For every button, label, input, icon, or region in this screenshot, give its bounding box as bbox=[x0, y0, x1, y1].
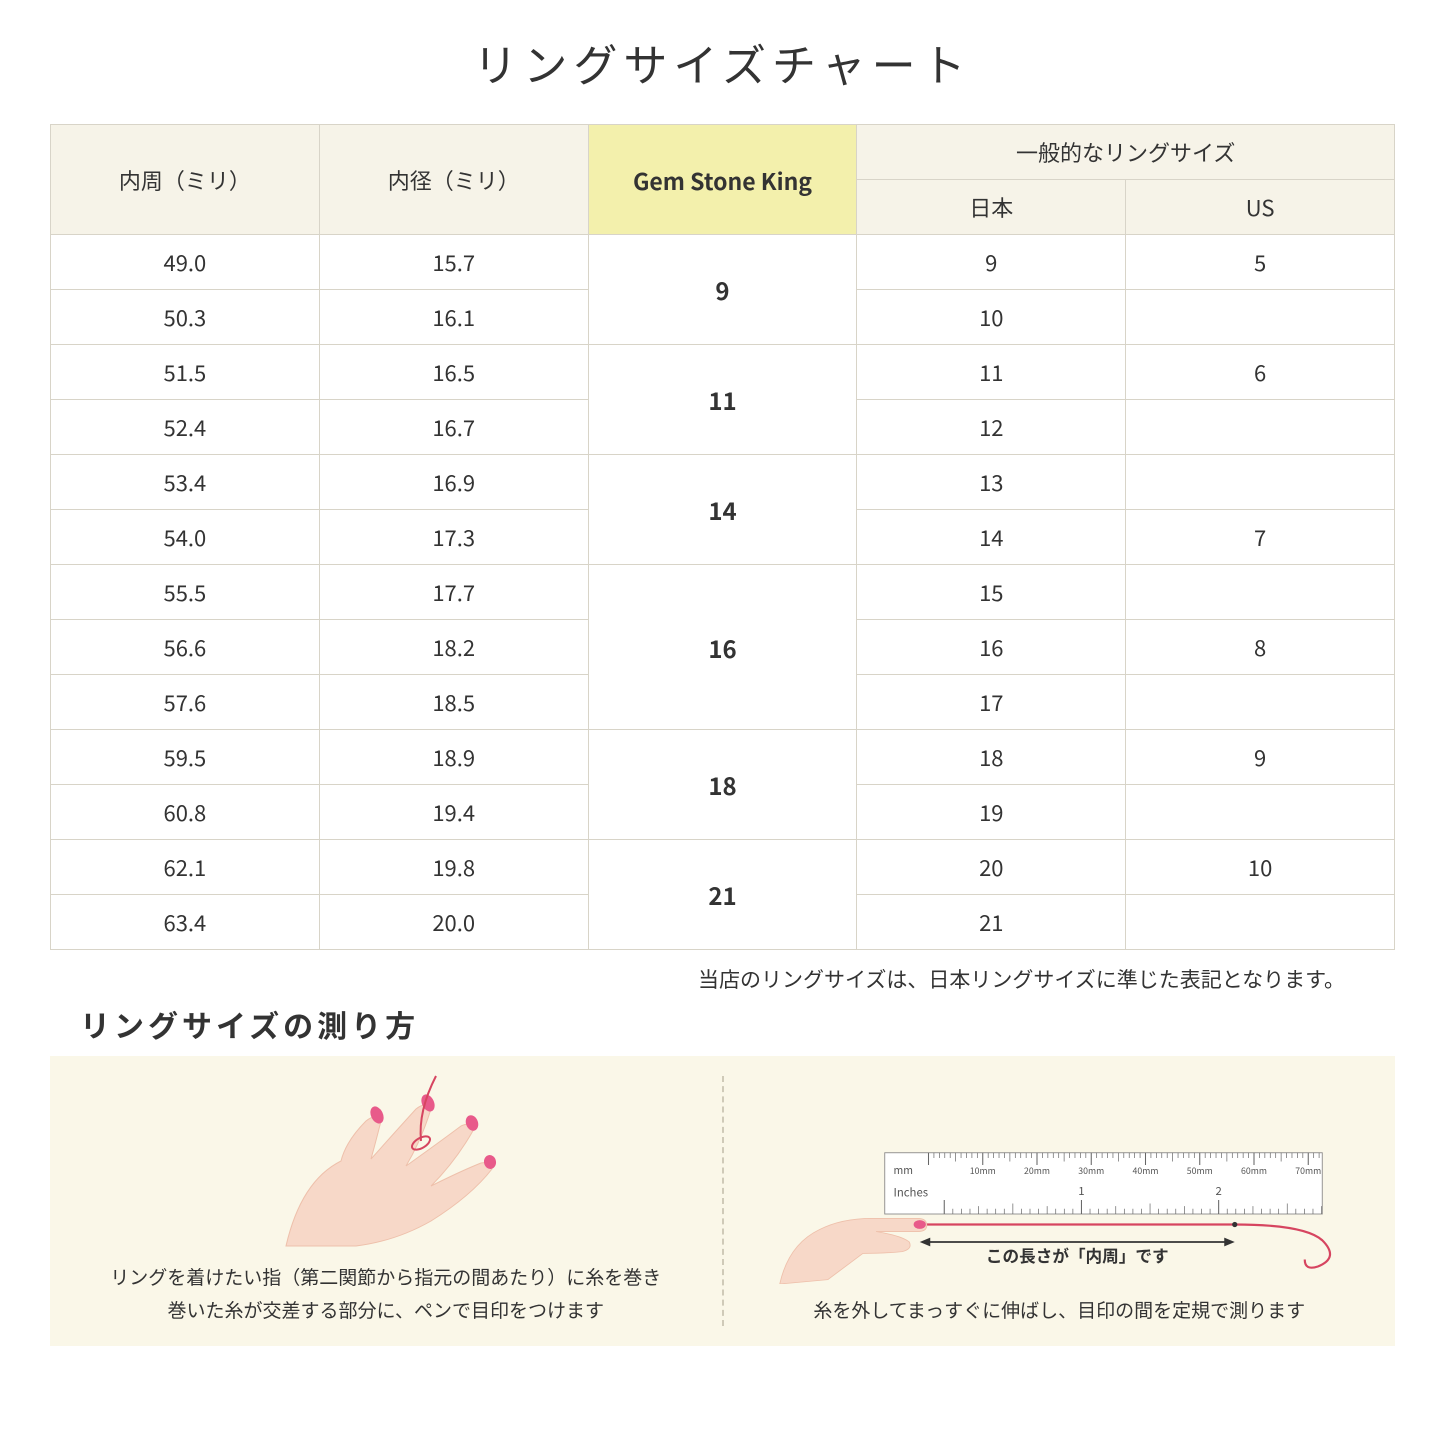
svg-text:Inches: Inches bbox=[893, 1184, 928, 1200]
cell-dia: 17.7 bbox=[319, 565, 588, 620]
chart-note: 当店のリングサイズは、日本リングサイズに準じた表記となります。 bbox=[50, 964, 1345, 994]
svg-text:10mm: 10mm bbox=[969, 1163, 995, 1176]
cell-circ: 57.6 bbox=[51, 675, 320, 730]
howto-right-caption: 糸を外してまっすぐに伸ばし、目印の間を定規で測ります bbox=[754, 1294, 1366, 1326]
howto-right-panel: mm Inches 10mm 20mm 30mm 40mm 50mm 60mm 70mm 1… bbox=[724, 1056, 1396, 1346]
table-row: 55.517.71615 bbox=[51, 565, 1395, 620]
table-row: 51.516.511116 bbox=[51, 345, 1395, 400]
cell-jp: 19 bbox=[857, 785, 1126, 840]
cell-us: 8 bbox=[1126, 620, 1395, 675]
cell-circ: 56.6 bbox=[51, 620, 320, 675]
cell-jp: 14 bbox=[857, 510, 1126, 565]
cell-us bbox=[1126, 290, 1395, 345]
cell-dia: 15.7 bbox=[319, 235, 588, 290]
svg-text:この長さが「内周」です: この長さが「内周」です bbox=[985, 1243, 1168, 1267]
cell-us: 10 bbox=[1126, 840, 1395, 895]
cell-circ: 49.0 bbox=[51, 235, 320, 290]
cell-dia: 18.9 bbox=[319, 730, 588, 785]
cell-us: 5 bbox=[1126, 235, 1395, 290]
th-japan: 日本 bbox=[857, 180, 1126, 235]
cell-circ: 52.4 bbox=[51, 400, 320, 455]
cell-circ: 63.4 bbox=[51, 895, 320, 950]
cell-us bbox=[1126, 675, 1395, 730]
cell-circ: 55.5 bbox=[51, 565, 320, 620]
cell-dia: 16.1 bbox=[319, 290, 588, 345]
size-chart-table: 内周（ミリ） 内径（ミリ） Gem Stone King 一般的なリングサイズ … bbox=[50, 124, 1395, 950]
svg-text:mm: mm bbox=[893, 1162, 912, 1177]
svg-text:20mm: 20mm bbox=[1024, 1163, 1050, 1176]
table-row: 53.416.91413 bbox=[51, 455, 1395, 510]
svg-text:60mm: 60mm bbox=[1241, 1163, 1267, 1176]
cell-circ: 50.3 bbox=[51, 290, 320, 345]
cell-gem: 14 bbox=[588, 455, 857, 565]
howto-title: リングサイズの測り方 bbox=[80, 1002, 1395, 1046]
howto-left-caption: リングを着けたい指（第二関節から指元の間あたり）に糸を巻き巻いた糸が交差する部分… bbox=[80, 1261, 692, 1326]
table-row: 49.015.7995 bbox=[51, 235, 1395, 290]
hand-with-thread-icon bbox=[246, 1071, 526, 1251]
cell-us bbox=[1126, 565, 1395, 620]
th-gem: Gem Stone King bbox=[588, 125, 857, 235]
cell-gem: 9 bbox=[588, 235, 857, 345]
ruler-with-hand-icon: mm Inches 10mm 20mm 30mm 40mm 50mm 60mm 70mm 1… bbox=[754, 1144, 1366, 1284]
cell-jp: 20 bbox=[857, 840, 1126, 895]
cell-jp: 16 bbox=[857, 620, 1126, 675]
svg-text:1: 1 bbox=[1078, 1182, 1084, 1198]
table-row: 59.518.918189 bbox=[51, 730, 1395, 785]
cell-dia: 20.0 bbox=[319, 895, 588, 950]
cell-dia: 16.9 bbox=[319, 455, 588, 510]
cell-circ: 54.0 bbox=[51, 510, 320, 565]
cell-dia: 16.5 bbox=[319, 345, 588, 400]
cell-us bbox=[1126, 455, 1395, 510]
cell-dia: 17.3 bbox=[319, 510, 588, 565]
svg-text:40mm: 40mm bbox=[1132, 1163, 1158, 1176]
cell-us: 9 bbox=[1126, 730, 1395, 785]
cell-dia: 19.8 bbox=[319, 840, 588, 895]
cell-jp: 9 bbox=[857, 235, 1126, 290]
cell-jp: 17 bbox=[857, 675, 1126, 730]
svg-text:30mm: 30mm bbox=[1078, 1163, 1104, 1176]
cell-jp: 21 bbox=[857, 895, 1126, 950]
cell-dia: 16.7 bbox=[319, 400, 588, 455]
svg-text:70mm: 70mm bbox=[1295, 1163, 1321, 1176]
howto-left-panel: リングを着けたい指（第二関節から指元の間あたり）に糸を巻き巻いた糸が交差する部分… bbox=[50, 1056, 722, 1346]
cell-jp: 18 bbox=[857, 730, 1126, 785]
cell-circ: 53.4 bbox=[51, 455, 320, 510]
cell-gem: 18 bbox=[588, 730, 857, 840]
cell-circ: 62.1 bbox=[51, 840, 320, 895]
cell-gem: 11 bbox=[588, 345, 857, 455]
th-circumference: 内周（ミリ） bbox=[51, 125, 320, 235]
th-us: US bbox=[1126, 180, 1395, 235]
cell-circ: 59.5 bbox=[51, 730, 320, 785]
cell-dia: 19.4 bbox=[319, 785, 588, 840]
page-title: リングサイズチャート bbox=[50, 30, 1395, 94]
cell-dia: 18.5 bbox=[319, 675, 588, 730]
cell-us: 7 bbox=[1126, 510, 1395, 565]
cell-jp: 11 bbox=[857, 345, 1126, 400]
th-common-group: 一般的なリングサイズ bbox=[857, 125, 1395, 180]
cell-jp: 15 bbox=[857, 565, 1126, 620]
cell-dia: 18.2 bbox=[319, 620, 588, 675]
cell-us bbox=[1126, 785, 1395, 840]
cell-jp: 13 bbox=[857, 455, 1126, 510]
cell-jp: 10 bbox=[857, 290, 1126, 345]
cell-jp: 12 bbox=[857, 400, 1126, 455]
cell-circ: 60.8 bbox=[51, 785, 320, 840]
svg-text:50mm: 50mm bbox=[1186, 1163, 1212, 1176]
cell-circ: 51.5 bbox=[51, 345, 320, 400]
cell-gem: 16 bbox=[588, 565, 857, 730]
th-diameter: 内径（ミリ） bbox=[319, 125, 588, 235]
svg-text:2: 2 bbox=[1215, 1182, 1221, 1198]
cell-gem: 21 bbox=[588, 840, 857, 950]
cell-us bbox=[1126, 400, 1395, 455]
cell-us bbox=[1126, 895, 1395, 950]
cell-us: 6 bbox=[1126, 345, 1395, 400]
howto-panel: リングを着けたい指（第二関節から指元の間あたり）に糸を巻き巻いた糸が交差する部分… bbox=[50, 1056, 1395, 1346]
table-row: 62.119.8212010 bbox=[51, 840, 1395, 895]
